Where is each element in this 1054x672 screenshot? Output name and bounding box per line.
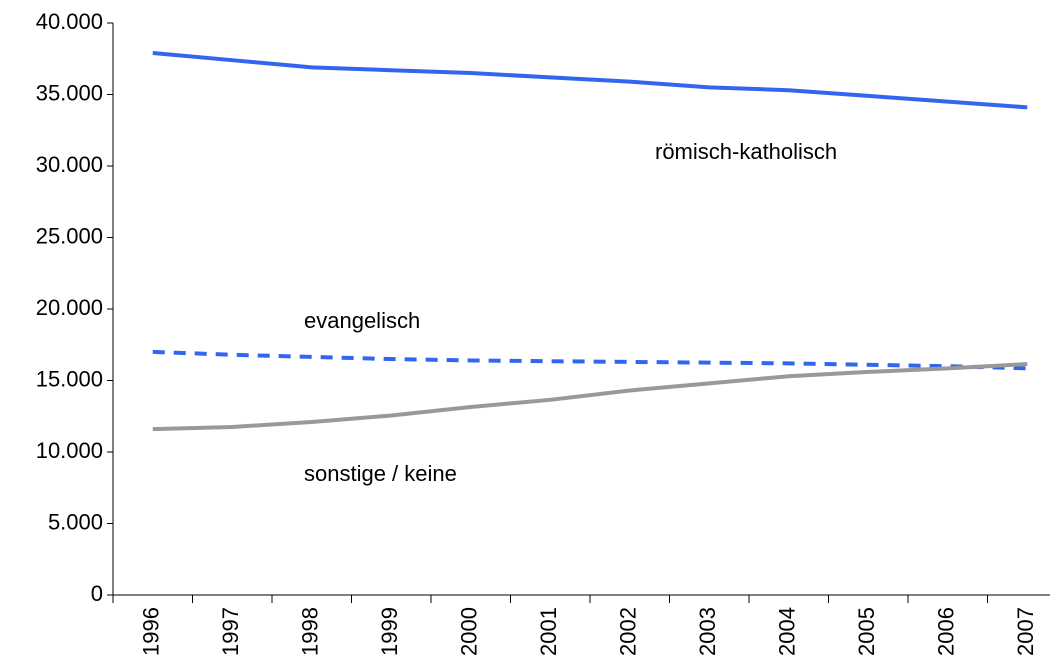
- x-tick-label: 1998: [298, 607, 323, 656]
- x-tick-label: 1996: [139, 607, 164, 656]
- x-tick-label: 2006: [934, 607, 959, 656]
- series-label: sonstige / keine: [304, 461, 457, 486]
- x-tick-label: 1999: [377, 607, 402, 656]
- series-line: [152, 51, 1028, 110]
- x-tick-label: 2007: [1013, 607, 1038, 656]
- y-tick-label: 10.000: [36, 438, 103, 463]
- x-tick-label: 1997: [218, 607, 243, 656]
- series-line: [152, 349, 1028, 371]
- x-tick-label: 2003: [695, 607, 720, 656]
- series-label: evangelisch: [304, 308, 420, 333]
- x-tick-label: 2002: [616, 607, 641, 656]
- y-tick-label: 25.000: [36, 223, 103, 248]
- y-tick-label: 20.000: [36, 295, 103, 320]
- y-tick-label: 30.000: [36, 152, 103, 177]
- y-tick-label: 40.000: [36, 9, 103, 34]
- x-tick-label: 2005: [854, 607, 879, 656]
- x-tick-label: 2004: [775, 607, 800, 656]
- x-tick-label: 2001: [536, 607, 561, 656]
- series-line: [152, 362, 1028, 432]
- y-tick-label: 0: [91, 581, 103, 606]
- y-tick-label: 35.000: [36, 80, 103, 105]
- x-tick-label: 2000: [457, 607, 482, 656]
- y-tick-label: 15.000: [36, 366, 103, 391]
- series-label: römisch-katholisch: [655, 139, 837, 164]
- y-tick-label: 5.000: [48, 509, 103, 534]
